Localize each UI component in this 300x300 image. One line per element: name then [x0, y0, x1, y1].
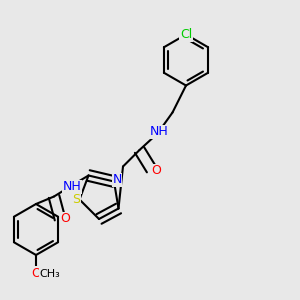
Text: S: S — [73, 193, 80, 206]
Text: O: O — [31, 267, 41, 280]
Text: N: N — [112, 173, 122, 187]
Text: CH₃: CH₃ — [39, 268, 60, 279]
Text: NH: NH — [150, 125, 168, 139]
Text: O: O — [151, 164, 161, 178]
Text: Cl: Cl — [180, 28, 192, 41]
Text: O: O — [61, 212, 70, 226]
Text: NH: NH — [63, 180, 81, 194]
